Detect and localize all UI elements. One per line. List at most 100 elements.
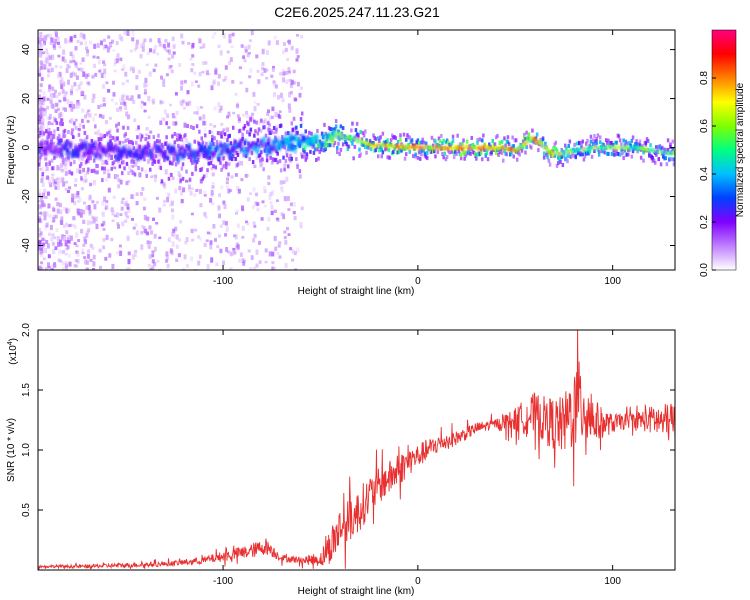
spectrogram-cell xyxy=(77,239,81,243)
spectrogram-cell xyxy=(246,145,250,153)
spectrogram-cell xyxy=(110,166,113,171)
spectrogram-cell xyxy=(219,160,222,165)
spectrogram-cell xyxy=(193,71,197,75)
spectrogram-cell xyxy=(83,201,86,205)
spectrogram-cell xyxy=(78,198,82,203)
spectrogram-cell xyxy=(203,193,207,197)
spectrogram-cell xyxy=(173,151,177,156)
spectrogram-cell xyxy=(293,146,297,152)
spectrogram-cell xyxy=(102,227,106,231)
spectrogram-cell xyxy=(104,178,108,182)
spectrogram-cell xyxy=(110,154,114,160)
spectrogram-cell xyxy=(83,236,87,242)
spectrogram-cell xyxy=(99,137,103,142)
spectrogram-cell xyxy=(304,157,307,162)
spectrogram-cell xyxy=(337,141,340,146)
spectrogram-cell xyxy=(630,146,634,150)
spectrogram-cell xyxy=(79,67,83,72)
spectrogram-cell xyxy=(66,245,70,250)
spectrogram-cell xyxy=(100,40,103,46)
spectrogram-cell xyxy=(76,168,79,174)
spectrogram-cell xyxy=(46,191,50,196)
spectrogram-cell xyxy=(66,145,70,149)
spectrogram-cell xyxy=(243,59,247,63)
spectrogram-cell xyxy=(284,47,288,52)
spectrogram-cell xyxy=(148,225,152,230)
spectrogram-cell xyxy=(214,238,217,242)
spectrogram-cell xyxy=(100,104,103,108)
spectrogram-cell xyxy=(52,249,56,255)
spectrogram-cell xyxy=(228,33,232,39)
spectrogram-cell xyxy=(261,48,265,55)
spectrogram-cell xyxy=(285,138,289,146)
spectrogram-cell xyxy=(38,101,42,107)
spectrogram-cell xyxy=(180,137,184,142)
spectrogram-cell xyxy=(343,136,347,141)
spectrogram-cell xyxy=(201,152,204,157)
spectrogram-cell xyxy=(256,207,260,212)
spectrogram-cell xyxy=(511,135,514,140)
spectrogram-cell xyxy=(621,151,624,156)
spectrogram-cell xyxy=(340,135,344,139)
spectrogram-cell xyxy=(289,159,293,163)
spectrogram-cell xyxy=(122,160,125,165)
spectrogram-cell xyxy=(54,89,57,94)
spectrogram-cell xyxy=(261,67,265,71)
spectrogram-cell xyxy=(655,152,658,157)
spectrogram-cell xyxy=(46,52,50,58)
spectrogram-cell xyxy=(95,200,99,204)
spectrogram-cell xyxy=(262,120,266,125)
spectrogram-cell xyxy=(143,83,147,88)
spectrogram-cell xyxy=(300,152,304,157)
spectrogram-cell xyxy=(234,139,237,144)
spectrogram-cell xyxy=(195,111,199,115)
spectrogram-cell xyxy=(282,71,286,76)
spectrogram-cell xyxy=(225,184,229,189)
spectrogram-cell xyxy=(235,244,239,251)
spectrogram-cell xyxy=(59,259,63,263)
spectrogram-cell xyxy=(239,128,242,133)
spectrogram-cell xyxy=(313,147,317,152)
spectrogram-cell xyxy=(271,106,275,112)
spectrogram-cell xyxy=(153,246,157,252)
spectrogram-cell xyxy=(583,154,587,159)
spectrogram-cell xyxy=(524,150,527,155)
spectrogram-cell xyxy=(279,180,283,185)
spectrogram-cell xyxy=(57,258,61,263)
spectrogram-cell xyxy=(251,142,255,151)
spectrogram-cell xyxy=(662,151,666,155)
spectrogram-cell xyxy=(45,57,49,61)
spectrogram-cell xyxy=(92,180,96,186)
spectrogram-cell xyxy=(266,112,270,116)
spectrogram-cell xyxy=(622,146,626,150)
spectrogram-cell xyxy=(398,145,401,149)
spectrogram-cell xyxy=(115,41,119,46)
spectrogram-cell xyxy=(122,64,126,70)
spectrogram-cell xyxy=(48,116,52,120)
spectrogram-cell xyxy=(261,157,264,162)
spectrogram-cell xyxy=(67,140,71,146)
spectrogram-cell xyxy=(211,81,215,86)
spectrogram-cell xyxy=(61,155,64,160)
spectrogram-cell xyxy=(282,42,286,47)
spectrogram-cell xyxy=(442,138,445,143)
spectrogram-cell xyxy=(85,135,89,140)
spectrogram-cell xyxy=(52,116,56,122)
spectrogram-ytick-label: 40 xyxy=(21,44,32,56)
spectrogram-cell xyxy=(461,141,464,146)
spectrogram-cell xyxy=(133,118,137,123)
spectrogram-cell xyxy=(142,146,146,155)
spectrogram-cell xyxy=(77,212,81,216)
spectrogram-cell xyxy=(271,261,275,265)
spectrogram-cell xyxy=(119,57,123,62)
spectrogram-cell xyxy=(592,142,595,147)
spectrogram-cell xyxy=(126,138,130,143)
spectrogram-cell xyxy=(82,124,85,129)
spectrogram-cell xyxy=(126,150,130,157)
spectrogram-cell xyxy=(284,159,288,163)
spectrogram-cell xyxy=(249,192,252,195)
spectrogram-cell xyxy=(673,151,675,156)
spectrogram-cell xyxy=(240,147,244,153)
spectrogram-cell xyxy=(74,259,78,263)
